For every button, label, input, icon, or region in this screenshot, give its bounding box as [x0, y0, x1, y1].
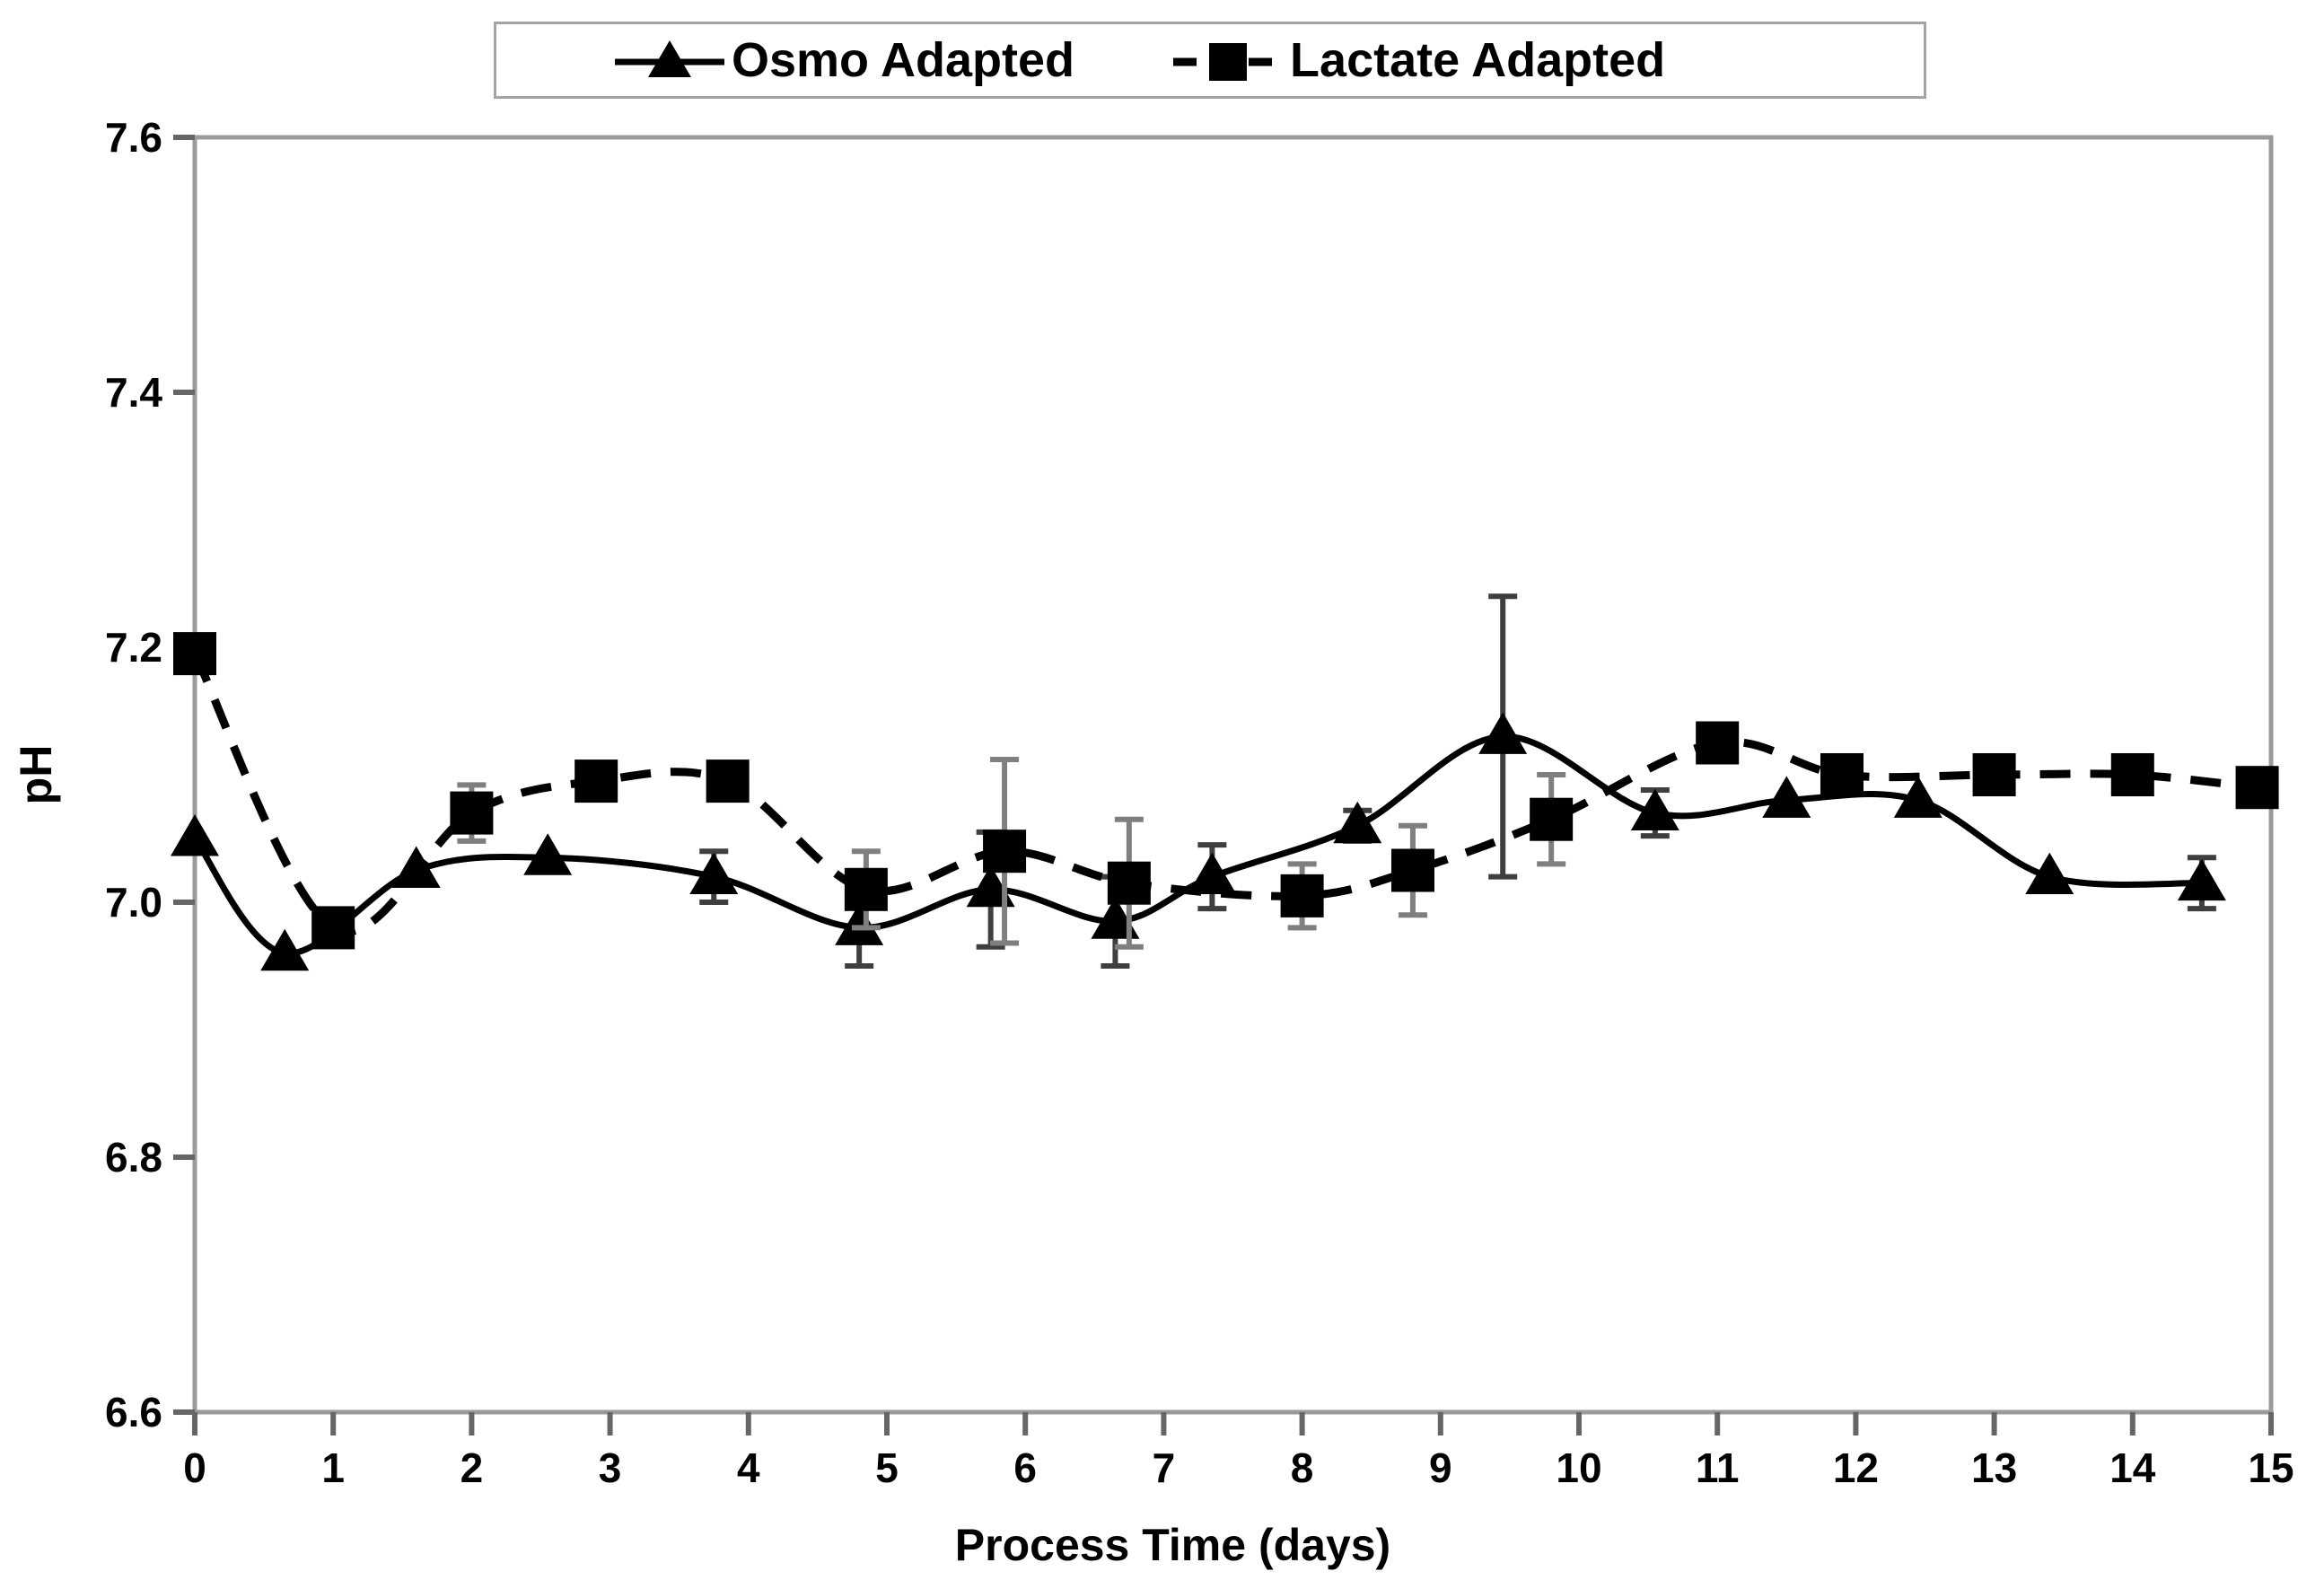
square-data-point-marker — [311, 906, 355, 950]
series-lactate-adapted — [173, 632, 2279, 950]
x-tick-label: 2 — [460, 1444, 484, 1491]
x-tick-label: 4 — [737, 1444, 760, 1491]
dashed-series-line — [190, 652, 2258, 936]
dashed-line-square-marker-icon — [1173, 43, 1284, 81]
y-tick-label: 7.4 — [105, 369, 162, 416]
triangle-data-point-marker — [689, 852, 739, 895]
triangle-data-point-marker — [2025, 852, 2074, 895]
x-tick-label: 9 — [1429, 1444, 1452, 1491]
square-data-point-marker — [706, 759, 750, 803]
y-tick-label: 7.0 — [105, 879, 162, 926]
x-tick-label: 11 — [1696, 1444, 1740, 1491]
square-data-point-marker — [1390, 848, 1434, 892]
solid-line-triangle-marker-icon — [615, 40, 724, 77]
square-data-point-marker — [1280, 874, 1324, 917]
triangle-data-point-marker — [1893, 776, 1943, 818]
square-data-point-marker — [1530, 797, 1574, 841]
legend-entry-lactate-adapted: Lactate Adapted — [1171, 35, 1665, 85]
square-data-point-marker — [983, 830, 1027, 874]
x-tick-label: 8 — [1291, 1444, 1314, 1491]
x-tick-label: 5 — [875, 1444, 899, 1491]
x-tick-label: 1 — [321, 1444, 345, 1491]
triangle-data-point-marker — [1762, 776, 1811, 818]
triangle-data-point-marker — [1478, 712, 1528, 754]
square-data-point-marker — [450, 791, 494, 835]
legend-entry-osmo-adapted: Osmo Adapted — [613, 35, 1074, 85]
triangle-data-point-marker — [1630, 788, 1679, 831]
x-axis-title: Process Time (days) — [954, 1520, 1391, 1570]
x-tick-label: 0 — [183, 1444, 206, 1491]
x-tick-label: 7 — [1153, 1444, 1176, 1491]
x-tick-label: 3 — [599, 1444, 622, 1491]
triangle-data-point-marker — [2177, 858, 2226, 901]
square-data-point-marker — [1972, 753, 2016, 796]
y-tick-label: 6.8 — [105, 1134, 162, 1181]
legend-label-lactate-adapted: Lactate Adapted — [1290, 33, 1666, 87]
x-tick-label: 13 — [1971, 1444, 2017, 1491]
y-tick-label: 7.2 — [105, 624, 162, 671]
y-axis-title: pH — [11, 744, 61, 805]
x-tick-label: 15 — [2248, 1444, 2293, 1491]
square-data-point-marker — [574, 759, 618, 803]
triangle-data-point-marker — [260, 928, 310, 971]
x-tick-label: 10 — [1556, 1444, 1601, 1491]
triangle-data-point-marker — [523, 833, 573, 875]
x-tick-label: 6 — [1013, 1444, 1037, 1491]
square-data-point-marker — [2235, 766, 2279, 810]
square-data-point-marker — [173, 632, 216, 676]
y-tick-label: 6.6 — [105, 1389, 162, 1435]
x-tick-label: 12 — [1833, 1444, 1879, 1491]
legend-label-osmo-adapted: Osmo Adapted — [732, 33, 1075, 87]
square-data-point-marker — [844, 867, 888, 911]
square-data-point-marker — [2110, 753, 2154, 796]
square-marker-sample — [1209, 43, 1248, 81]
square-data-point-marker — [1820, 753, 1864, 796]
triangle-data-point-marker — [835, 903, 884, 945]
triangle-data-point-marker — [1188, 852, 1237, 895]
square-data-point-marker — [1107, 861, 1151, 905]
triangle-data-point-marker — [171, 814, 219, 856]
chart-legend: Osmo Adapted Lactate Adapted — [494, 22, 1926, 99]
triangle-data-point-marker — [1333, 801, 1382, 844]
square-data-point-marker — [1696, 721, 1740, 765]
x-tick-label: 14 — [2109, 1444, 2156, 1491]
triangle-marker-sample — [648, 40, 691, 77]
y-tick-label: 7.6 — [105, 114, 162, 161]
